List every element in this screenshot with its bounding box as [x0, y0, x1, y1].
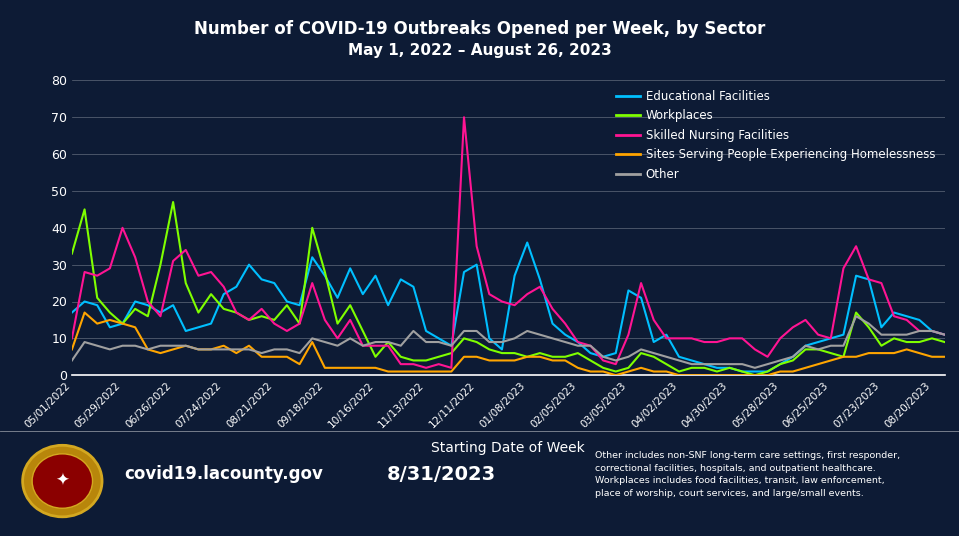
- Text: Other includes non-SNF long-term care settings, first responder,
correctional fa: Other includes non-SNF long-term care se…: [595, 451, 900, 497]
- Legend: Educational Facilities, Workplaces, Skilled Nursing Facilities, Sites Serving Pe: Educational Facilities, Workplaces, Skil…: [613, 86, 939, 184]
- Text: 8/31/2023: 8/31/2023: [386, 465, 496, 484]
- Circle shape: [33, 454, 92, 508]
- Text: covid19.lacounty.gov: covid19.lacounty.gov: [125, 465, 323, 483]
- X-axis label: Starting Date of Week: Starting Date of Week: [432, 441, 585, 455]
- Text: ✦: ✦: [56, 472, 69, 490]
- Circle shape: [23, 445, 102, 517]
- Text: May 1, 2022 – August 26, 2023: May 1, 2022 – August 26, 2023: [347, 43, 612, 58]
- Text: Number of COVID-19 Outbreaks Opened per Week, by Sector: Number of COVID-19 Outbreaks Opened per …: [194, 20, 765, 39]
